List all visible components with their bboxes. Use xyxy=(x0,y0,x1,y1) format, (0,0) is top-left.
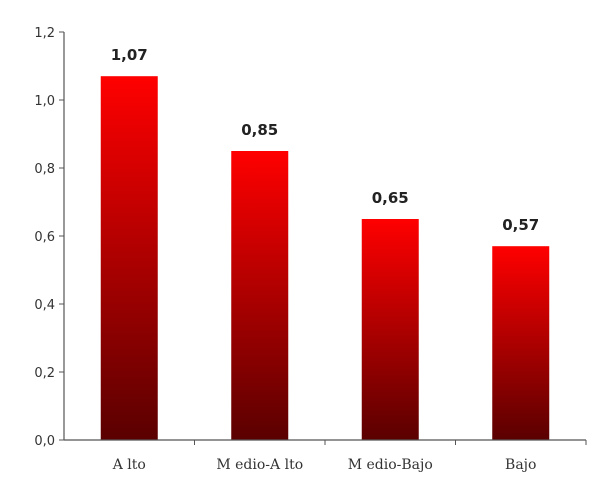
bar-value-label: 1,07 xyxy=(111,46,148,64)
y-tick-label: 0,4 xyxy=(34,298,55,313)
y-tick-label: 0,8 xyxy=(34,162,55,177)
x-axis-labels: A lto M edio-A lto M edio-Bajo Bajo xyxy=(112,440,587,473)
x-category-label: M edio-Bajo xyxy=(348,457,433,473)
bar-value-label: 0,65 xyxy=(372,189,409,207)
bar xyxy=(492,246,550,440)
y-tick-label: 0,0 xyxy=(34,434,55,449)
y-tick-label: 0,2 xyxy=(34,366,55,381)
y-tick-label: 0,6 xyxy=(34,230,55,245)
bar xyxy=(361,219,419,440)
bar xyxy=(100,76,158,440)
y-tick-label: 1,0 xyxy=(34,94,55,109)
x-category-label: M edio-A lto xyxy=(216,457,303,473)
y-tick-label: 1,2 xyxy=(34,26,55,41)
bar-value-label: 0,85 xyxy=(241,121,278,139)
x-category-label: Bajo xyxy=(505,457,536,473)
x-category-label: A lto xyxy=(112,457,146,473)
y-axis-ticks: 0,0 0,2 0,4 0,6 0,8 1,0 1,2 xyxy=(34,26,64,449)
bar-value-label: 0,57 xyxy=(502,216,539,234)
data-labels: 1,07 0,85 0,65 0,57 xyxy=(111,46,540,234)
bars xyxy=(100,76,550,440)
bar xyxy=(231,151,289,440)
